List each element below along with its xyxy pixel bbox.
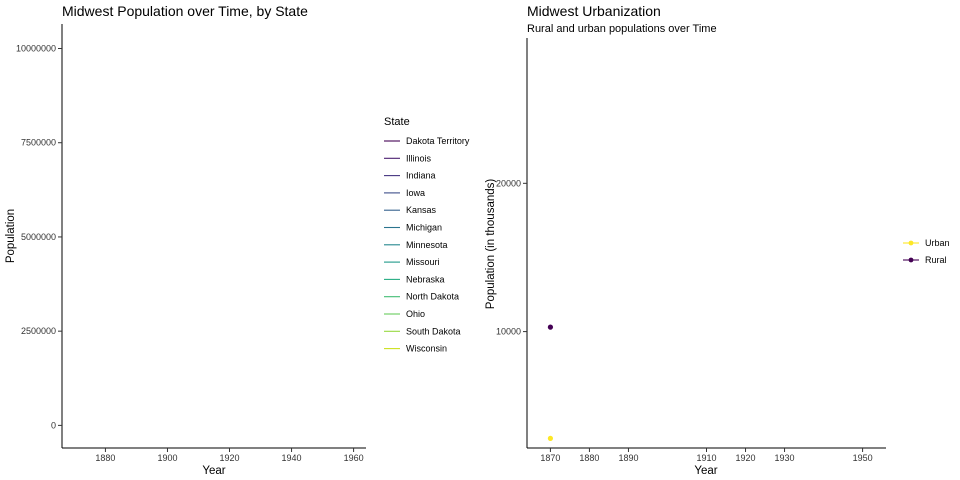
legend-label: Urban xyxy=(925,238,950,248)
legend-label: South Dakota xyxy=(406,326,461,336)
y-axis-title: Population (in thousands) xyxy=(485,179,497,310)
y-tick-label: 0 xyxy=(51,420,56,430)
population-chart: Midwest Population over Time, by State 0… xyxy=(5,3,470,477)
legend-label: North Dakota xyxy=(406,292,459,302)
x-tick-label: 1920 xyxy=(736,453,756,463)
y-tick-label: 7500000 xyxy=(21,138,56,148)
x-tick-label: 1940 xyxy=(282,453,302,463)
legend-key-point xyxy=(908,257,914,263)
legend-label: Ohio xyxy=(406,309,425,319)
y-tick-label: 5000000 xyxy=(21,232,56,242)
y-tick-label: 20000 xyxy=(496,178,521,188)
legend-label: Kansas xyxy=(406,205,437,215)
x-tick-label: 1890 xyxy=(618,453,638,463)
legend: Urban Rural xyxy=(903,238,950,265)
scatter-points xyxy=(547,324,554,441)
chart-title: Midwest Urbanization xyxy=(527,3,661,19)
legend-label: Dakota Territory xyxy=(406,136,470,146)
chart-title: Midwest Population over Time, by State xyxy=(62,3,308,19)
legend-key-point xyxy=(908,240,914,246)
x-tick-label: 1900 xyxy=(157,453,177,463)
y-axis: 0 2500000 5000000 7500000 10000000 xyxy=(16,24,63,448)
y-tick-label: 10000000 xyxy=(16,43,56,53)
x-axis: 1880 1900 1920 1940 1960 xyxy=(62,447,366,463)
x-tick-label: 1880 xyxy=(95,453,115,463)
legend-title: State xyxy=(384,116,410,128)
x-tick-label: 1880 xyxy=(579,453,599,463)
legend-label: Rural xyxy=(925,255,947,265)
x-axis-title: Year xyxy=(202,465,225,477)
x-axis: 1870 1880 1890 1910 1920 1930 1950 xyxy=(527,447,886,463)
x-tick-label: 1960 xyxy=(344,453,364,463)
x-tick-label: 1870 xyxy=(540,453,560,463)
legend-label: Wisconsin xyxy=(406,344,447,354)
legend-label: Michigan xyxy=(406,223,442,233)
legend-label: Indiana xyxy=(406,171,436,181)
y-tick-label: 2500000 xyxy=(21,326,56,336)
legend-label: Nebraska xyxy=(406,274,445,284)
legend-label: Minnesota xyxy=(406,240,448,250)
chart-subtitle: Rural and urban populations over Time xyxy=(527,23,717,35)
x-tick-label: 1930 xyxy=(775,453,795,463)
legend-label: Missouri xyxy=(406,257,440,267)
x-tick-label: 1910 xyxy=(696,453,716,463)
y-axis-title: Population xyxy=(5,209,17,263)
legend-label: Iowa xyxy=(406,188,425,198)
data-point-urban xyxy=(547,435,554,441)
x-axis-title: Year xyxy=(694,465,717,477)
y-axis: 10000 20000 xyxy=(496,38,528,448)
urbanization-chart: Midwest Urbanization Rural and urban pop… xyxy=(485,3,950,477)
data-point-rural xyxy=(547,324,554,330)
x-tick-label: 1950 xyxy=(853,453,873,463)
y-tick-label: 10000 xyxy=(496,327,521,337)
legend-label: Illinois xyxy=(406,153,432,163)
x-tick-label: 1920 xyxy=(219,453,239,463)
legend: State Dakota Territory Illinois Indiana Iow… xyxy=(384,116,470,354)
